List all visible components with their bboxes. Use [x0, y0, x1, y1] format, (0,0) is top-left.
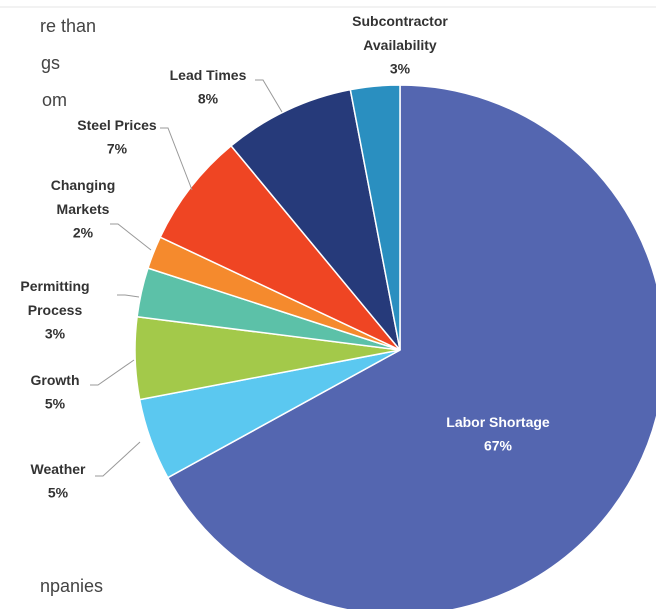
leader-line: [255, 79, 283, 113]
slice-value-label: 3%: [390, 61, 411, 77]
page-text: npanies: [40, 576, 103, 596]
leader-line: [90, 359, 135, 386]
slice-value-label: 8%: [198, 91, 219, 107]
slice-label: Changing Markets: [51, 177, 116, 217]
slice-label: Weather: [31, 461, 87, 477]
page-text: om: [42, 90, 67, 110]
leader-line: [95, 441, 141, 477]
slice-label: Permitting Process: [20, 278, 89, 318]
slice-value-label: 5%: [48, 485, 69, 501]
page-text: gs: [41, 53, 60, 73]
slice-label: Growth: [31, 372, 80, 388]
slice-value-label: 7%: [107, 141, 128, 157]
pie-slice: [230, 88, 401, 351]
pie-slice: [166, 84, 656, 609]
slice-value-label: 2%: [73, 225, 94, 241]
page-text: re than: [40, 16, 96, 36]
pie-slice: [349, 84, 401, 351]
leader-line: [160, 127, 193, 191]
slice-value-label: 5%: [45, 396, 66, 412]
leader-line: [117, 294, 140, 298]
slice-label: Lead Times: [170, 67, 247, 83]
slice-label: Subcontractor Availability: [352, 13, 448, 53]
slice-value-label: 67%: [484, 438, 513, 454]
leader-line: [110, 223, 152, 251]
slice-label: Labor Shortage: [446, 414, 550, 430]
slice-label: Steel Prices: [77, 117, 157, 133]
slice-value-label: 3%: [45, 326, 66, 342]
